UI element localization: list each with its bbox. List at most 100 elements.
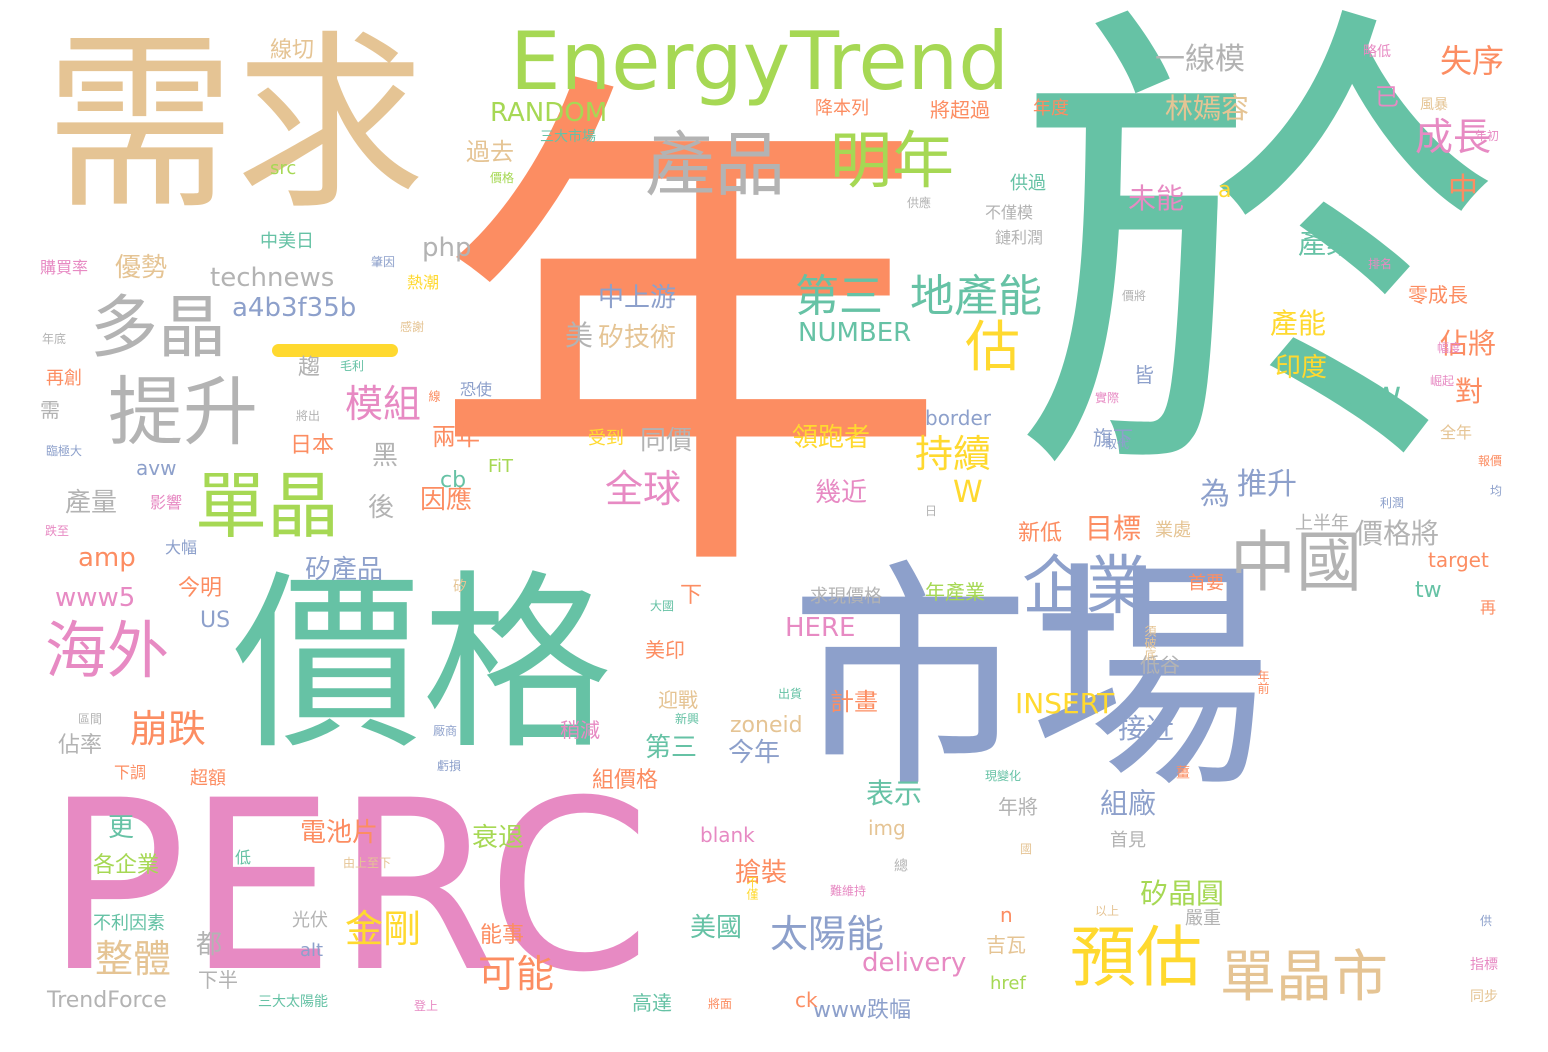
- cloud-word: n: [1000, 903, 1013, 927]
- cloud-word: 估: [965, 315, 1021, 379]
- cloud-word: 實際: [1095, 391, 1120, 405]
- cloud-word: 單晶市: [1220, 945, 1388, 1010]
- cloud-word: 供應: [907, 196, 932, 210]
- cloud-word: 日本: [290, 433, 335, 458]
- cloud-word: 矽: [453, 579, 467, 595]
- cloud-word: target: [1428, 548, 1489, 572]
- cloud-word: 明年: [830, 124, 955, 197]
- cloud-word: 求現價格: [810, 586, 882, 607]
- cloud-word: 嚴重: [1185, 908, 1221, 929]
- cloud-word: 美: [565, 319, 594, 352]
- cloud-word: a: [1218, 178, 1232, 203]
- cloud-word: 風暴: [1420, 97, 1448, 113]
- cloud-word: RANDOM: [490, 98, 608, 128]
- cloud-word: 三大太陽能: [258, 994, 328, 1010]
- cloud-word: 年: [430, 32, 950, 638]
- cloud-word: 中: [1448, 172, 1478, 207]
- cloud-word: 國: [1020, 842, 1033, 856]
- cloud-word: 稍減: [560, 718, 600, 742]
- cloud-word: 第三: [645, 733, 698, 763]
- cloud-word: 首見: [1110, 830, 1146, 851]
- cloud-word: 鏈利潤: [995, 228, 1044, 247]
- cloud-word: 新興: [675, 712, 700, 726]
- cloud-word: 印度: [1275, 353, 1328, 383]
- cloud-word: 模組: [345, 382, 422, 426]
- cloud-word: 表示: [866, 777, 923, 810]
- cloud-word: 都: [196, 930, 223, 960]
- cloud-word: 吉瓦: [986, 933, 1026, 957]
- cloud-word: 出貨: [778, 687, 803, 701]
- cloud-word: blank: [700, 823, 755, 847]
- cloud-word: 企業: [1022, 550, 1150, 624]
- cloud-word: 兩年: [432, 423, 480, 451]
- cloud-word: 日: [925, 504, 938, 518]
- cloud-word: ck: [795, 988, 818, 1012]
- cloud-word: 矽晶圓: [1140, 877, 1225, 910]
- cloud-word: 年產業: [925, 580, 985, 604]
- cloud-word: 線切: [270, 38, 315, 63]
- cloud-word: 再: [1480, 598, 1497, 617]
- cloud-word: 價格: [232, 554, 613, 775]
- cloud-word: 將面: [708, 997, 733, 1011]
- cloud-word: 幅度: [1437, 341, 1462, 355]
- cloud-word: 金剛: [345, 907, 422, 951]
- cloud-word: 整體: [95, 937, 172, 981]
- cloud-word: EnergyTrend: [510, 15, 1010, 108]
- cloud-word: 單晶: [195, 464, 340, 548]
- cloud-word: zoneid: [730, 713, 803, 738]
- cloud-word: 業處: [1155, 520, 1191, 541]
- cloud-word: 因應: [420, 485, 473, 515]
- cloud-word: border: [925, 406, 992, 430]
- cloud-word: 臨極大: [46, 444, 83, 458]
- cloud-word: 黑: [372, 441, 399, 471]
- cloud-word: 需求: [45, 14, 426, 235]
- cloud-word: 以上: [1095, 904, 1120, 918]
- cloud-word: a4b3f35b: [232, 293, 357, 323]
- cloud-word: INSERT: [1015, 687, 1115, 720]
- cloud-word: php: [422, 233, 472, 263]
- cloud-word: 略低: [1363, 44, 1391, 60]
- highlight-bar: [272, 344, 398, 357]
- cloud-word: 排名: [1368, 257, 1393, 271]
- cloud-word: 更: [108, 813, 135, 843]
- cloud-word: 第三: [795, 271, 883, 322]
- cloud-word: 價格將: [1355, 517, 1440, 550]
- cloud-word: 感謝: [400, 320, 425, 334]
- cloud-word: 領跑者: [792, 423, 871, 453]
- cloud-word: 於: [1012, 0, 1502, 540]
- cloud-word: 報價: [1478, 454, 1503, 468]
- cloud-word: 為: [1200, 477, 1230, 512]
- cloud-word: 零成長: [1408, 283, 1468, 307]
- cloud-word: 上半年: [1295, 513, 1349, 534]
- cloud-word: 現變化: [985, 769, 1022, 783]
- cloud-word: 組廠: [1100, 787, 1157, 820]
- cloud-word: 已: [1375, 83, 1399, 111]
- cloud-word: 皆: [1134, 363, 1154, 387]
- cloud-word: 中美日: [260, 231, 314, 252]
- cloud-word: 大幅: [165, 538, 198, 557]
- cloud-word: tw: [1415, 578, 1442, 603]
- cloud-word: 低谷: [1140, 653, 1180, 677]
- cloud-word: cb: [440, 468, 467, 493]
- cloud-word: 降本列: [815, 98, 869, 119]
- cloud-word: 一線模: [1155, 42, 1245, 77]
- cloud-word: 市場: [790, 540, 1271, 820]
- cloud-word: 新低: [1018, 521, 1063, 546]
- cloud-word: 供: [1480, 914, 1493, 928]
- cloud-word: 旗下: [1093, 426, 1133, 450]
- cloud-word: 優勢: [115, 253, 168, 283]
- cloud-word: 提升: [108, 368, 259, 456]
- cloud-word: 崛起: [1430, 374, 1455, 388]
- cloud-word: 由上至下: [343, 856, 392, 870]
- cloud-word: 超額: [190, 768, 226, 789]
- cloud-word: 須破底: [1143, 625, 1157, 661]
- cloud-word: 產品: [645, 124, 785, 206]
- cloud-word: 總: [892, 858, 908, 872]
- cloud-word: 衰退: [472, 823, 525, 853]
- cloud-word: 受到: [588, 428, 624, 449]
- cloud-word: 崩跌: [130, 707, 207, 751]
- cloud-word: 成長: [1415, 115, 1492, 159]
- cloud-word: 難維持: [830, 884, 867, 898]
- cloud-word: 組價格: [592, 768, 659, 793]
- cloud-word: 下半: [198, 968, 238, 992]
